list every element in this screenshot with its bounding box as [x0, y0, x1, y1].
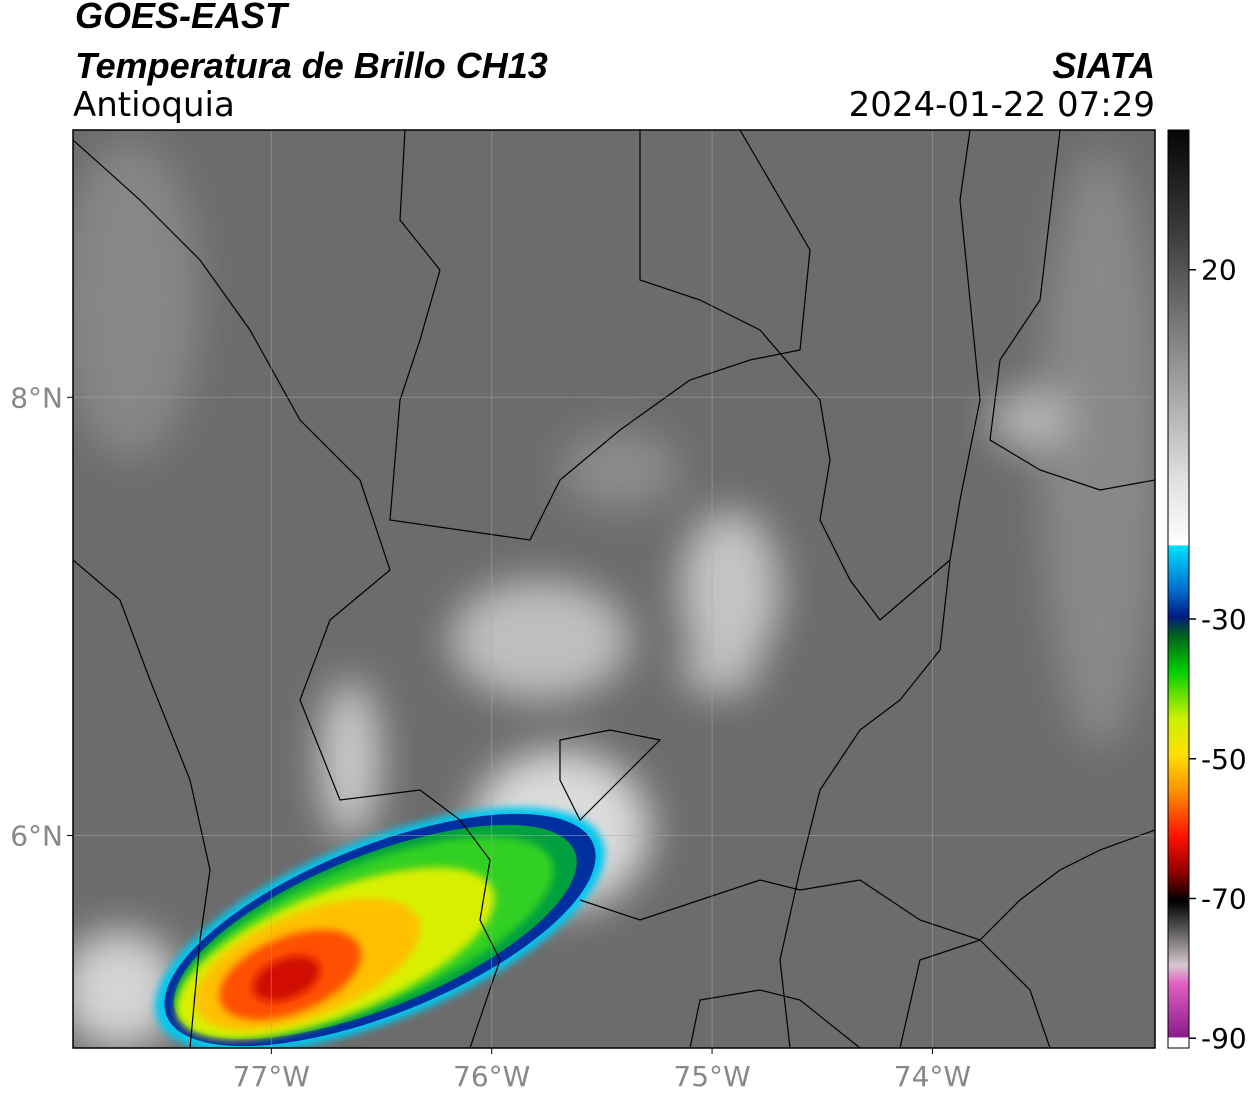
colorbar [1167, 129, 1190, 1049]
y-tick-label: 6°N [10, 819, 63, 852]
datetime: 2024-01-22 07:29 [849, 85, 1155, 125]
x-tick-label: 75°W [673, 1060, 750, 1093]
x-tick-label: 74°W [894, 1060, 971, 1093]
source: SIATA [1052, 45, 1155, 86]
satellite-image [73, 130, 1155, 1048]
colorbar-tick-label: -30 [1201, 603, 1247, 636]
grid [73, 130, 1155, 1048]
x-tick-label: 76°W [453, 1060, 530, 1093]
title: GOES-EAST [75, 0, 290, 36]
region: Antioquia [73, 85, 235, 125]
x-tick-label: 77°W [233, 1060, 310, 1093]
colorbar-tick-label: 20 [1201, 254, 1237, 287]
map-frame [72, 129, 1156, 1049]
colorbar-tick-label: -50 [1201, 743, 1247, 776]
y-tick-label: 8°N [10, 381, 63, 414]
colorbar-tick-label: -70 [1201, 882, 1247, 915]
colorbar-tick-label: -90 [1201, 1022, 1247, 1055]
subtitle: Temperatura de Brillo CH13 [75, 45, 548, 86]
